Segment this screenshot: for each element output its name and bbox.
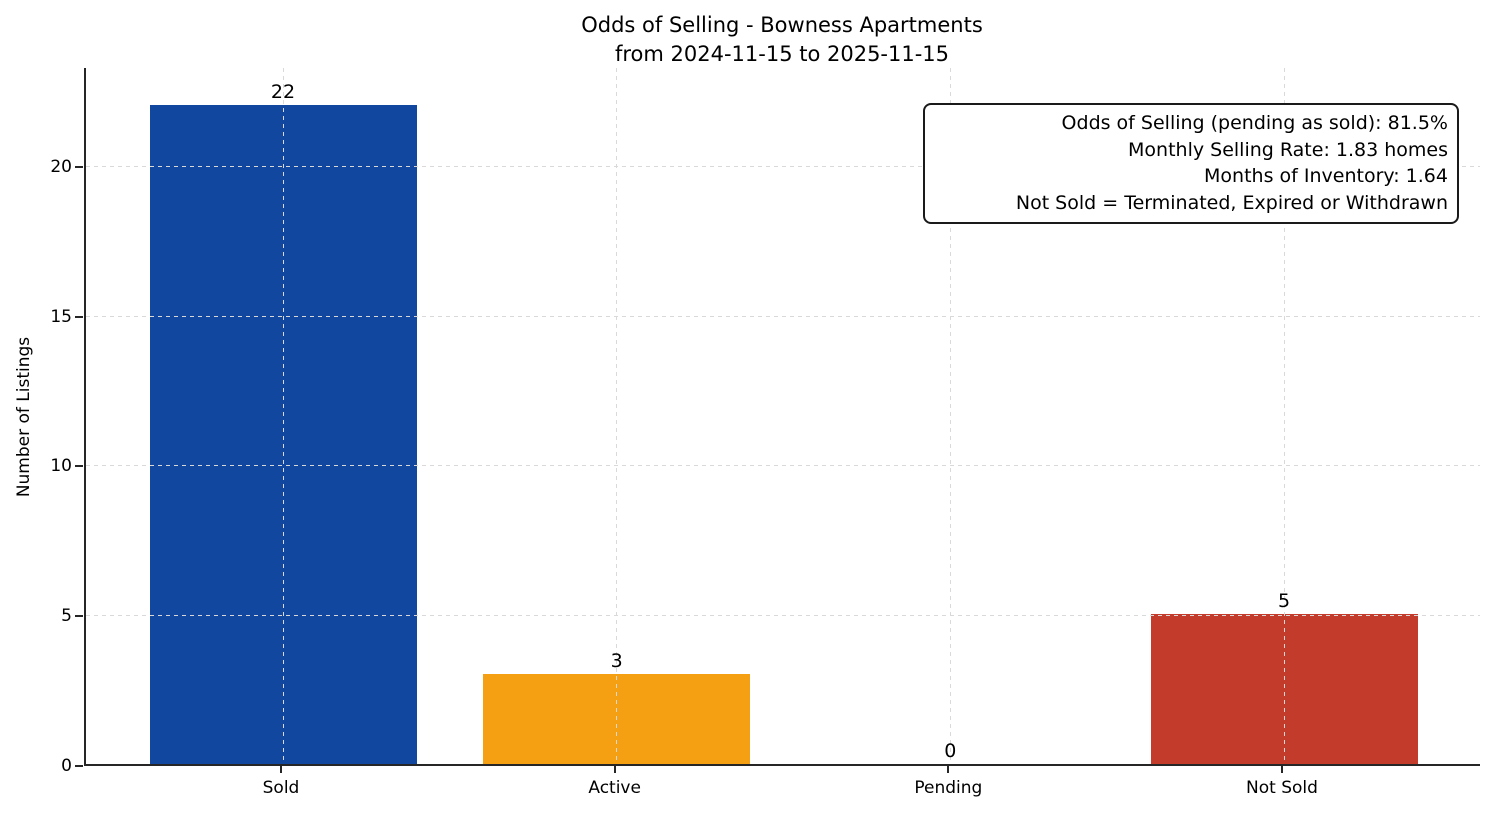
x-tick-mark-sold: [280, 766, 282, 773]
chart-subtitle: from 2024-11-15 to 2025-11-15: [614, 42, 950, 66]
x-tick-mark-active: [613, 766, 616, 773]
x-tick-label-pending: Pending: [914, 778, 983, 798]
y-tick-mark-5: [75, 615, 83, 618]
bar-value-label-active: 3: [610, 650, 623, 673]
y-tick-mark-0: [75, 765, 83, 767]
x-tick-mark-pending: [947, 766, 950, 773]
x-tick-label-sold: Sold: [262, 778, 300, 798]
gridline-y-10: [86, 465, 1480, 467]
x-tick-label-active: Active: [588, 778, 641, 798]
gridline-y-5: [86, 615, 1480, 617]
gridline-x-active: [616, 68, 618, 764]
annotation-line-rate: Monthly Selling Rate: 1.83 homes: [1128, 138, 1448, 161]
y-tick-label-5: 5: [61, 606, 72, 627]
y-tick-mark-20: [75, 165, 83, 168]
gridline-x-sold: [282, 68, 284, 764]
bar-value-label-not-sold: 5: [1277, 590, 1291, 613]
gridline-x-not-sold: [1283, 68, 1285, 764]
gridline-y-15: [86, 315, 1480, 317]
annotation-line-odds: Odds of Selling (pending as sold): 81.5%: [1061, 112, 1448, 134]
x-tick-mark-not-sold: [1281, 766, 1283, 773]
chart-title: Odds of Selling - Bowness Apartments: [581, 13, 983, 37]
x-tick-label-not-sold: Not Sold: [1246, 778, 1318, 798]
bar-value-label-sold: 22: [270, 80, 296, 103]
y-tick-label-10: 10: [50, 456, 72, 477]
y-tick-mark-15: [75, 315, 83, 318]
y-tick-label-0: 0: [61, 756, 72, 776]
plot-area: 22 3 0 5: [84, 68, 1480, 766]
gridline-y-20: [86, 165, 1480, 167]
annotation-line-notsold-definition: Not Sold = Terminated, Expired or Withdr…: [1015, 191, 1448, 214]
annotation-box: Odds of Selling (pending as sold): 81.5%…: [923, 103, 1459, 224]
bar-value-label-pending: 0: [944, 740, 957, 762]
y-tick-label-20: 20: [50, 156, 72, 177]
chart-title-block: Odds of Selling - Bowness Apartments fro…: [84, 11, 1480, 69]
gridline-x-pending: [949, 68, 951, 764]
y-axis-label: Number of Listings: [14, 336, 34, 498]
y-tick-label-15: 15: [50, 306, 72, 327]
y-tick-mark-10: [75, 465, 83, 468]
annotation-line-inventory: Months of Inventory: 1.64: [1204, 165, 1448, 187]
